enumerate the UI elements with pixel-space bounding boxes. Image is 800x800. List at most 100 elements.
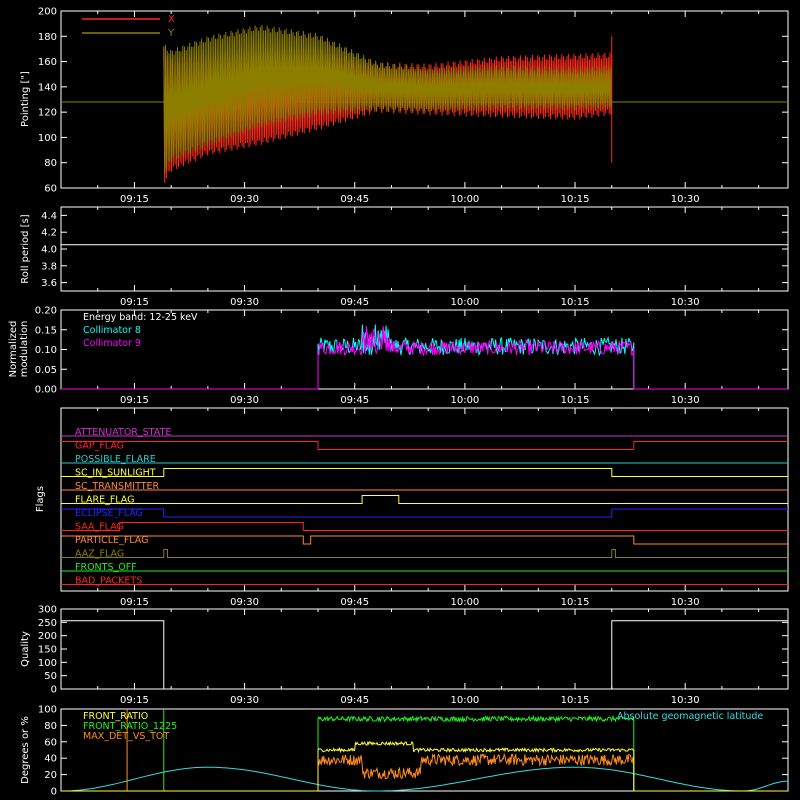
x-tick-label: 09:15 [120,597,149,608]
flags-ylabel: Flags [35,486,46,512]
flag-label: FLARE_FLAG [75,495,135,506]
ratios-series [61,709,789,792]
x-tick-label: 09:45 [340,297,369,308]
y-tick-label: 140 [38,82,57,93]
y-tick-label: 100 [38,133,57,144]
y-tick-label: 100 [38,705,57,716]
flag-label: GAP_FLAG [75,441,124,452]
y-tick-label: 0 [51,787,57,798]
roll-yticks: 3.6 3.8 4.0 4.2 4.4 [41,211,788,289]
flag-line-particle-flag [61,535,788,545]
flags-series: ATTENUATOR_STATE GAP_FLAG POSSIBLE_FLARE SC… [61,427,788,587]
quality-yticks: 0 50 100 150 200 250 300 [38,605,788,696]
x-tick-label: 10:00 [450,395,479,406]
mod-line-collimator-9 [61,326,788,390]
y-tick-label: 0.15 [35,325,57,336]
flag-label: POSSIBLE_FLARE [75,454,156,465]
y-tick-label: 3.8 [41,261,57,272]
mod-energy-band: Energy band: 12-25 keV [83,312,198,323]
y-tick-label: 300 [38,605,57,616]
mod-series [61,324,788,390]
y-tick-label: 200 [38,631,57,642]
roll-ylabel: Roll period [s] [20,214,31,283]
y-tick-label: 0.20 [35,306,57,317]
y-tick-label: 4.4 [41,211,57,222]
x-tick-label: 10:00 [450,597,479,608]
y-tick-label: 4.0 [41,245,57,256]
x-tick-label: 09:30 [230,597,259,608]
quality-ylabel: Quality [20,631,31,667]
y-tick-label: 250 [38,618,57,629]
y-tick-label: 160 [38,57,57,68]
geomag-lat-label: Absolute geomagnetic latitude [617,711,763,722]
quality-series [61,620,788,690]
x-tick-label: 10:30 [671,695,700,706]
x-tick-label: 10:30 [671,297,700,308]
ratios-frame [60,708,789,792]
flags-frame [60,407,789,592]
legend-label-x: X [168,14,175,25]
pointing-ylabel: Pointing ["] [20,71,31,127]
x-tick-label: 10:00 [450,297,479,308]
legend-label-y: Y [167,28,175,39]
front-ratio-1225-line [61,709,788,792]
y-tick-label: 100 [38,658,57,669]
x-tick-label: 09:15 [120,194,149,205]
quality-line [61,620,788,690]
y-tick-label: 0 [51,685,57,696]
x-tick-label: 10:00 [450,194,479,205]
legend-label-collimator-8: Collimator 8 [83,325,141,336]
ratios-panel: Degrees or % 0 20 40 60 80 100 FRONT_RATIO FR… [20,705,789,798]
x-tick-label: 10:00 [450,695,479,706]
x-tick-label: 09:30 [230,297,259,308]
x-tick-label: 10:15 [561,597,590,608]
flag-label: BAD_PACKETS [75,576,142,587]
pointing-frame [60,10,789,189]
y-tick-label: 20 [44,770,57,781]
y-tick-label: 200 [38,7,57,18]
x-tick-label: 09:30 [230,194,259,205]
x-tick-label: 09:45 [340,695,369,706]
flags-panel: Flags 09:15 09:30 09:45 10:00 10:15 10:30 ATT… [35,407,789,608]
y-tick-label: 0.05 [35,365,57,376]
y-tick-label: 40 [44,754,57,765]
x-tick-label: 10:30 [671,395,700,406]
legend-label-collimator-9: Collimator 9 [83,338,141,349]
geomag-lat-line [61,766,789,792]
modulation-panel: Normalized modulation 0.00 0.05 0.10 0.15 0.… [8,306,789,406]
quality-panel: Quality 0 50 100 150 200 250 300 09:15 09:30 09:… [20,605,789,706]
flag-line-gap-flag [61,441,788,450]
y-tick-label: 120 [38,108,57,119]
y-tick-label: 0.00 [35,385,57,396]
ratios-ylabel: Degrees or % [20,716,31,784]
flag-label: SC_IN_SUNLIGHT [75,468,156,479]
x-tick-label: 10:15 [561,194,590,205]
y-tick-label: 0.10 [35,345,57,356]
legend-label-max-det-vs-tot: MAX_DET_VS_TOT [83,731,169,742]
flag-label: AAZ_FLAG [75,549,124,560]
x-tick-label: 10:15 [561,695,590,706]
flag-line-aaz-flag [61,549,788,558]
mod-ylabel-line1: Normalized [8,321,19,378]
flag-line-flare-flag [61,495,788,504]
x-tick-label: 09:45 [340,194,369,205]
flag-label: SAA_FLAG [75,522,124,533]
roll-period-panel: Roll period [s] 3.63.84.04.24.4 09:15 09:… [20,206,789,308]
legend-label-front-ratio-1225: FRONT_RATIO_1225 [83,721,177,732]
front-ratio-line [61,740,788,792]
x-tick-label: 10:30 [671,597,700,608]
max-det-vs-tot-line [61,709,788,792]
x-tick-label: 09:30 [230,395,259,406]
y-tick-label: 150 [38,645,57,656]
y-tick-label: 80 [44,158,57,169]
x-tick-label: 09:15 [120,695,149,706]
pointing-panel: Pointing ["] 60 80 100 120 140 160 180 200 09:1… [20,7,789,205]
flag-label: ECLIPSE_FLAG [75,508,143,519]
x-tick-label: 09:45 [340,395,369,406]
x-tick-label: 10:15 [561,395,590,406]
flag-label: ATTENUATOR_STATE [75,427,171,438]
pointing-series [61,25,788,183]
x-tick-label: 09:15 [120,395,149,406]
pointing-xticks: 09:15 09:30 09:45 10:00 10:15 10:30 [60,11,760,205]
